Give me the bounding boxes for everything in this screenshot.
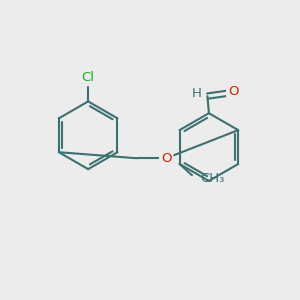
Text: Cl: Cl: [82, 71, 95, 84]
Text: CH₃: CH₃: [200, 172, 225, 185]
Text: O: O: [228, 85, 238, 98]
Text: O: O: [161, 152, 171, 165]
Text: H: H: [192, 87, 202, 100]
